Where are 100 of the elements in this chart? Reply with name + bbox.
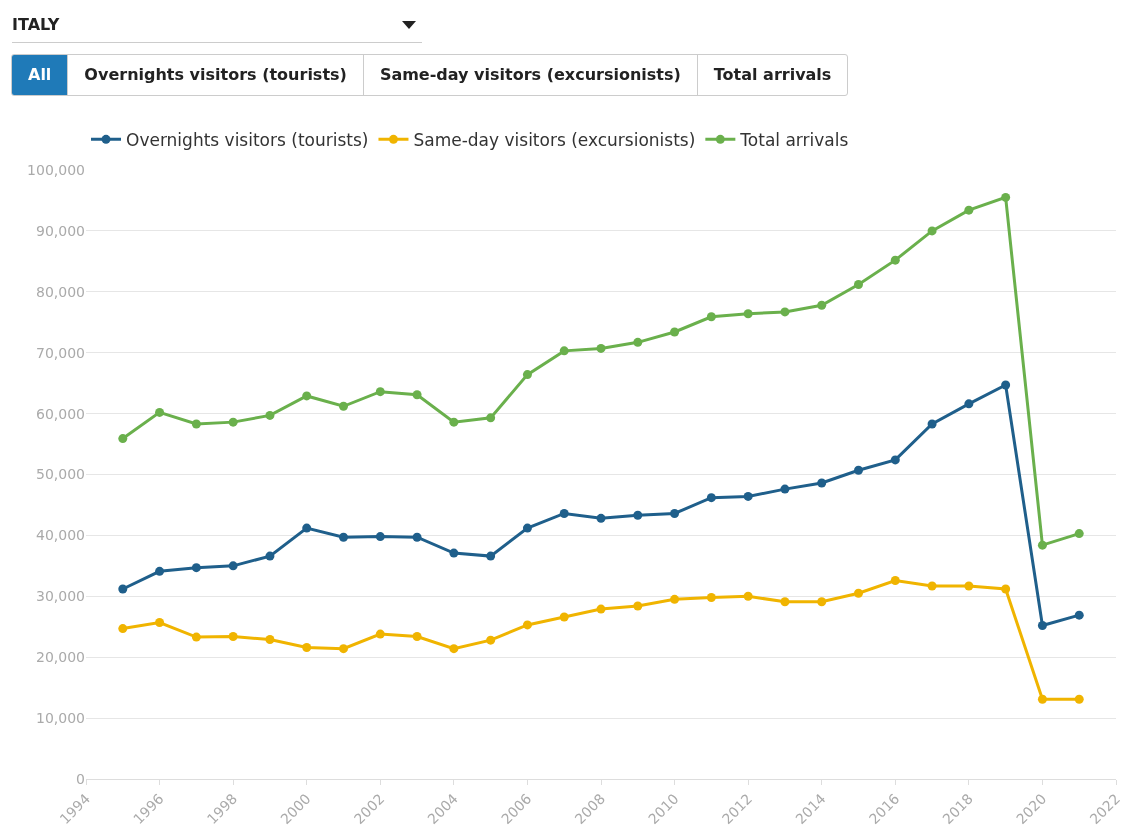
point xyxy=(964,205,974,215)
y-tick-label: 80,000 xyxy=(36,283,85,300)
point xyxy=(670,327,680,337)
point xyxy=(964,399,974,409)
point xyxy=(449,548,459,558)
point xyxy=(155,617,165,627)
point xyxy=(118,624,128,634)
point xyxy=(817,478,827,488)
point xyxy=(412,532,422,542)
point xyxy=(559,612,569,622)
y-tick-label: 0 xyxy=(76,770,85,787)
point xyxy=(302,642,312,652)
point xyxy=(743,591,753,601)
legend-label: Same-day visitors (excursionists) xyxy=(413,130,696,150)
point xyxy=(817,300,827,310)
point xyxy=(1037,621,1047,631)
point xyxy=(670,508,680,518)
y-tick-label: 40,000 xyxy=(36,527,85,544)
point xyxy=(302,523,312,533)
point xyxy=(1037,540,1047,550)
point xyxy=(890,455,900,465)
point xyxy=(596,604,606,614)
point xyxy=(302,391,312,401)
point xyxy=(375,387,385,397)
point xyxy=(412,631,422,641)
tab-button: Same-day visitors (excursionists) xyxy=(362,55,697,95)
point xyxy=(339,644,348,654)
point xyxy=(890,255,900,265)
point xyxy=(743,309,753,319)
point xyxy=(522,370,532,380)
point xyxy=(339,401,348,411)
tab-button: Overnights visitors (tourists) xyxy=(67,55,363,95)
point xyxy=(780,307,790,317)
point xyxy=(486,413,496,423)
point xyxy=(743,491,753,501)
point xyxy=(191,632,201,642)
point xyxy=(706,493,716,503)
point xyxy=(670,594,680,604)
point xyxy=(1074,694,1084,704)
point xyxy=(1074,610,1084,620)
y-tick-label: 90,000 xyxy=(36,222,85,239)
point xyxy=(412,390,422,400)
point xyxy=(559,346,569,356)
point xyxy=(780,484,790,494)
point xyxy=(854,465,863,475)
y-tick-label: 10,000 xyxy=(36,710,85,726)
point xyxy=(228,561,238,571)
y-tick-label: 60,000 xyxy=(36,405,85,422)
point xyxy=(449,644,459,654)
point xyxy=(890,575,900,585)
point xyxy=(1001,192,1011,202)
point xyxy=(265,410,275,420)
y-tick-label: 100,000 xyxy=(27,161,85,178)
point xyxy=(596,513,606,523)
point xyxy=(486,551,496,561)
point xyxy=(522,620,532,630)
point xyxy=(633,510,643,520)
point xyxy=(228,631,238,641)
legend-label: Overnights visitors (tourists) xyxy=(126,130,369,150)
point xyxy=(155,407,165,417)
point xyxy=(375,629,385,639)
point xyxy=(596,343,606,353)
point xyxy=(854,588,863,598)
point xyxy=(1001,380,1011,390)
legend-label: Total arrivals xyxy=(739,130,849,150)
point xyxy=(191,419,201,429)
point xyxy=(522,523,532,533)
point xyxy=(375,532,385,542)
point xyxy=(1001,584,1011,594)
point xyxy=(1037,694,1047,704)
y-tick-label: 20,000 xyxy=(36,649,85,666)
y-tick-label: 50,000 xyxy=(36,466,85,483)
point xyxy=(817,597,827,607)
point xyxy=(265,635,275,645)
point xyxy=(191,563,201,573)
point xyxy=(118,584,128,594)
y-tick-label: 70,000 xyxy=(36,344,85,361)
point xyxy=(228,417,238,427)
y-tick-label: 30,000 xyxy=(36,588,85,605)
point xyxy=(1074,529,1084,539)
point xyxy=(118,434,128,444)
point xyxy=(559,508,569,518)
point xyxy=(486,635,496,645)
point xyxy=(155,566,165,576)
point xyxy=(780,597,790,607)
point xyxy=(927,581,937,591)
point xyxy=(706,593,716,603)
point xyxy=(927,226,937,236)
point xyxy=(339,532,348,542)
tab-button: All xyxy=(12,55,68,95)
point xyxy=(706,312,716,322)
point xyxy=(265,551,275,561)
point xyxy=(927,419,937,429)
point xyxy=(633,337,643,347)
text: ITALY xyxy=(12,15,60,34)
point xyxy=(633,601,643,611)
point xyxy=(449,417,459,427)
point xyxy=(964,581,974,591)
tab-button: Total arrivals xyxy=(696,55,848,95)
point xyxy=(854,279,863,289)
